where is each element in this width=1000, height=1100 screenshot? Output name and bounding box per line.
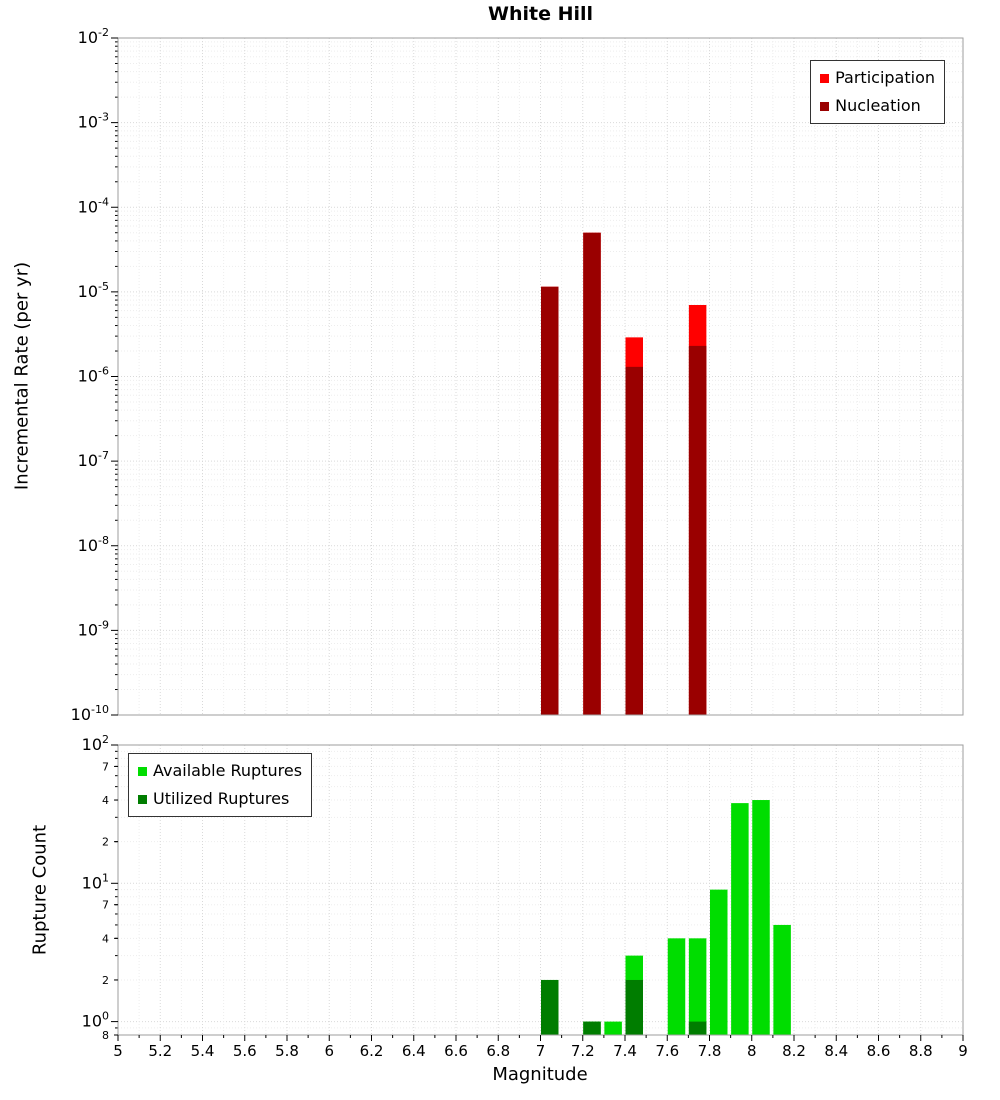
y-tick-label: 10-3 <box>78 111 109 132</box>
x-tick-label: 8 <box>747 1042 757 1060</box>
x-tick-label: 6 <box>324 1042 334 1060</box>
x-tick-label: 7 <box>536 1042 546 1060</box>
legend-item-nucleation: Nucleation <box>820 94 935 118</box>
y-tick-label: 4 <box>102 932 109 945</box>
y-tick-label: 100 <box>82 1010 109 1031</box>
y-tick-label: 10-4 <box>78 195 109 216</box>
x-tick-label: 6.2 <box>360 1042 384 1060</box>
bar-utilized-ruptures <box>625 979 643 1035</box>
bar-available-ruptures <box>667 938 686 1035</box>
legend-item-available-ruptures: Available Ruptures <box>138 759 302 783</box>
x-tick-label: 9 <box>958 1042 968 1060</box>
top-y-axis-label: Incremental Rate (per yr) <box>11 261 33 491</box>
y-tick-label: 10-6 <box>78 365 109 386</box>
y-tick-label: 7 <box>102 899 109 912</box>
x-tick-label: 5.4 <box>191 1042 215 1060</box>
y-tick-label: 2 <box>102 836 109 849</box>
bar-utilized-ruptures <box>583 1021 601 1035</box>
x-tick-label: 8.8 <box>909 1042 933 1060</box>
x-tick-label: 7.4 <box>613 1042 637 1060</box>
x-tick-label: 5.2 <box>148 1042 172 1060</box>
y-tick-label: 2 <box>102 974 109 987</box>
participation-color-swatch <box>820 73 830 83</box>
x-tick-label: 6.4 <box>402 1042 426 1060</box>
bar-nucleation <box>583 232 601 715</box>
rate-legend: Participation Nucleation <box>810 60 945 124</box>
available-ruptures-color-swatch <box>138 766 147 776</box>
y-tick-label: 102 <box>82 733 109 754</box>
chart-title: White Hill <box>487 3 594 25</box>
legend-label-nucleation: Nucleation <box>835 96 921 115</box>
y-tick-label: 10-7 <box>78 449 109 470</box>
x-tick-label: 7.8 <box>698 1042 722 1060</box>
utilized-ruptures-color-swatch <box>138 794 147 804</box>
x-tick-label: 5 <box>113 1042 123 1060</box>
y-tick-label: 10-2 <box>78 26 109 47</box>
bottom-y-axis-label: Rupture Count <box>29 824 51 956</box>
y-tick-label: 10-8 <box>78 534 109 555</box>
legend-item-utilized-ruptures: Utilized Ruptures <box>138 787 302 811</box>
bar-available-ruptures <box>752 800 770 1035</box>
bar-utilized-ruptures <box>541 979 559 1035</box>
legend-label-utilized-ruptures: Utilized Ruptures <box>153 789 290 808</box>
x-axis-label: Magnitude <box>492 1064 588 1085</box>
x-tick-label: 7.2 <box>571 1042 595 1060</box>
legend-item-participation: Participation <box>820 66 935 90</box>
bar-nucleation <box>688 345 707 715</box>
y-tick-label: 8 <box>102 1029 109 1042</box>
y-tick-label: 4 <box>102 794 109 807</box>
y-tick-label: 7 <box>102 760 109 773</box>
y-tick-label: 101 <box>82 871 109 892</box>
x-tick-label: 5.6 <box>233 1042 257 1060</box>
y-tick-label: 10-5 <box>78 280 109 301</box>
x-tick-label: 8.2 <box>782 1042 806 1060</box>
y-tick-label: 10-9 <box>78 618 109 639</box>
legend-label-available-ruptures: Available Ruptures <box>153 761 303 780</box>
x-tick-label: 6.6 <box>444 1042 468 1060</box>
nucleation-color-swatch <box>820 101 830 111</box>
y-tick-label: 10-10 <box>71 703 109 724</box>
bar-nucleation <box>625 366 643 715</box>
bar-available-ruptures <box>731 803 749 1035</box>
rupture-legend: Available Ruptures Utilized Ruptures <box>128 753 313 817</box>
x-tick-label: 6.8 <box>486 1042 510 1060</box>
bar-available-ruptures <box>604 1021 622 1035</box>
bar-utilized-ruptures <box>688 1021 707 1035</box>
bar-nucleation <box>541 286 559 715</box>
x-tick-label: 7.6 <box>655 1042 679 1060</box>
x-tick-label: 8.4 <box>824 1042 848 1060</box>
x-tick-label: 5.8 <box>275 1042 299 1060</box>
bar-available-ruptures <box>710 889 728 1035</box>
legend-label-participation: Participation <box>835 68 935 87</box>
bar-available-ruptures <box>688 938 707 1035</box>
bar-available-ruptures <box>773 924 791 1035</box>
x-tick-label: 8.6 <box>867 1042 891 1060</box>
